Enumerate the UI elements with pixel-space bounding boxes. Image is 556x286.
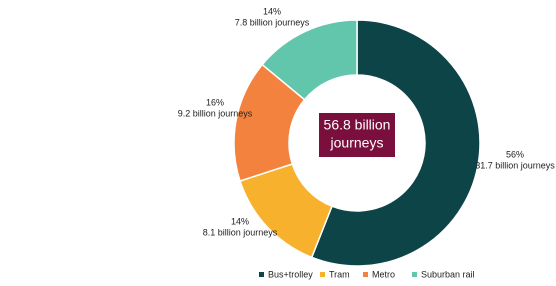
journey-label: 7.8 billion journeys xyxy=(235,17,310,27)
journey-label: 31.7 billion journeys xyxy=(475,160,555,170)
legend-swatch xyxy=(259,272,264,277)
journey-label: 9.2 billion journeys xyxy=(178,108,253,118)
donut-segment xyxy=(261,19,358,101)
center-box xyxy=(319,113,395,157)
journey-label: 8.1 billion journeys xyxy=(203,227,278,237)
legend-swatch xyxy=(363,272,368,277)
center-label: 56.8 billion xyxy=(324,117,391,133)
value-label: 56% xyxy=(506,149,524,159)
legend-swatch xyxy=(412,272,417,277)
legend-label: Metro xyxy=(372,269,395,279)
legend-swatch xyxy=(320,272,325,277)
legend-label: Bus+trolley xyxy=(268,269,313,279)
value-label: 14% xyxy=(231,216,249,226)
value-label: 16% xyxy=(206,97,224,107)
donut-segment xyxy=(310,19,481,267)
legend-label: Suburban rail xyxy=(421,269,475,279)
center-label: journeys xyxy=(330,135,384,151)
legend-label: Tram xyxy=(329,269,350,279)
value-label: 14% xyxy=(263,6,281,16)
